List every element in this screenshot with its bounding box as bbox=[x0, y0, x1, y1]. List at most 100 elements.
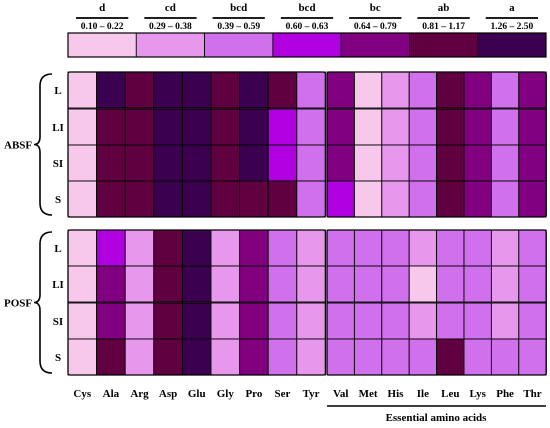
left-cell-r6-c6 bbox=[239, 302, 269, 340]
left-cell-r7-c2 bbox=[124, 338, 155, 376]
left-cell-r4-c1 bbox=[96, 229, 126, 267]
row-group-brackets: ABSF L LI SI S POSF L LI SI S bbox=[4, 73, 64, 374]
right-col-label-0: Val bbox=[333, 388, 349, 400]
row-label-1-1: LI bbox=[52, 279, 64, 291]
right-cell-r4-c4 bbox=[436, 229, 465, 267]
right-cell-r6-c0 bbox=[326, 302, 355, 340]
legend-swatch-3 bbox=[272, 32, 342, 58]
left-cell-r1-c3 bbox=[153, 108, 183, 146]
left-cell-r0-c3 bbox=[153, 71, 183, 109]
row-label-0-2: SI bbox=[53, 158, 63, 170]
left-cell-r2-c7 bbox=[267, 144, 298, 182]
left-cell-r3-c0 bbox=[67, 180, 98, 218]
right-cell-r0-c0 bbox=[326, 71, 355, 109]
right-cell-r7-c3 bbox=[408, 338, 438, 376]
left-cell-r3-c5 bbox=[210, 180, 241, 218]
left-cell-r3-c6 bbox=[239, 180, 269, 218]
right-cell-r1-c5 bbox=[463, 108, 492, 146]
heatmap-panel-right: Val Met His Ile Leu Lys Phe Thr bbox=[326, 71, 547, 400]
right-col-label-2: His bbox=[388, 388, 405, 400]
row-label-1-2: SI bbox=[53, 316, 63, 328]
left-cell-r1-c4 bbox=[181, 108, 212, 146]
left-cell-r6-c3 bbox=[153, 302, 183, 340]
right-cell-r7-c1 bbox=[353, 338, 383, 376]
left-cell-r2-c1 bbox=[96, 144, 126, 182]
left-cell-r4-c8 bbox=[296, 229, 326, 267]
right-cell-r3-c4 bbox=[436, 180, 465, 218]
right-cell-r0-c2 bbox=[381, 71, 410, 109]
essential-amino-acids-bracket: Essential amino acids bbox=[327, 405, 546, 424]
right-cell-r0-c7 bbox=[518, 71, 547, 109]
left-cell-r5-c1 bbox=[96, 265, 126, 303]
legend-letter-4: bc bbox=[370, 2, 381, 14]
left-cell-r6-c0 bbox=[67, 302, 98, 340]
left-cell-r1-c5 bbox=[210, 108, 241, 146]
right-cell-r5-c4 bbox=[436, 265, 465, 303]
right-cell-r2-c5 bbox=[463, 144, 492, 182]
left-cell-r1-c7 bbox=[267, 108, 298, 146]
left-col-label-1: Ala bbox=[103, 388, 120, 400]
legend: d 0.10 – 0.22 cd 0.29 – 0.38 bcd 0.39 – 0.59 b… bbox=[67, 2, 547, 58]
right-cell-r3-c1 bbox=[353, 180, 383, 218]
legend-letter-1: cd bbox=[165, 2, 176, 14]
row-group-label-1: POSF bbox=[4, 298, 32, 310]
right-cell-r5-c5 bbox=[463, 265, 492, 303]
row-label-1-3: S bbox=[55, 352, 61, 364]
left-cell-r3-c3 bbox=[153, 180, 183, 218]
left-cell-r5-c8 bbox=[296, 265, 326, 303]
left-cell-r4-c3 bbox=[153, 229, 183, 267]
left-cell-r7-c6 bbox=[239, 338, 269, 376]
left-cell-r7-c5 bbox=[210, 338, 241, 376]
left-cell-r2-c5 bbox=[210, 144, 241, 182]
left-col-label-4: Glu bbox=[188, 388, 206, 400]
left-cell-r0-c1 bbox=[96, 71, 126, 109]
left-cell-r3-c8 bbox=[296, 180, 326, 218]
left-cell-r0-c8 bbox=[296, 71, 326, 109]
left-cell-r0-c2 bbox=[124, 71, 155, 109]
right-cell-r7-c0 bbox=[326, 338, 355, 376]
left-cell-r3-c4 bbox=[181, 180, 212, 218]
right-col-label-3: Ile bbox=[417, 388, 429, 400]
right-col-label-5: Lys bbox=[469, 388, 486, 400]
left-cell-r1-c2 bbox=[124, 108, 155, 146]
left-cell-r3-c1 bbox=[96, 180, 126, 218]
right-cell-r2-c2 bbox=[381, 144, 410, 182]
right-cell-r6-c2 bbox=[381, 302, 410, 340]
left-col-label-0: Cys bbox=[73, 388, 91, 400]
right-cell-r4-c1 bbox=[353, 229, 383, 267]
right-col-label-6: Phe bbox=[496, 388, 514, 400]
legend-letter-5: ab bbox=[438, 2, 450, 14]
right-cell-r4-c7 bbox=[518, 229, 547, 267]
legend-range-2: 0.39 – 0.59 bbox=[217, 22, 260, 32]
right-cell-r1-c7 bbox=[518, 108, 547, 146]
right-cell-r5-c6 bbox=[490, 265, 520, 303]
right-cell-r2-c6 bbox=[490, 144, 520, 182]
right-cell-r1-c3 bbox=[408, 108, 438, 146]
right-cell-r3-c3 bbox=[408, 180, 438, 218]
left-cell-r0-c4 bbox=[181, 71, 212, 109]
legend-letter-2: bcd bbox=[230, 2, 247, 14]
right-cell-r6-c1 bbox=[353, 302, 383, 340]
left-cell-r2-c2 bbox=[124, 144, 155, 182]
right-cell-r7-c6 bbox=[490, 338, 520, 376]
left-cell-r5-c0 bbox=[67, 265, 98, 303]
right-frame-bottom bbox=[326, 229, 547, 376]
legend-swatch-2 bbox=[204, 32, 274, 58]
left-cell-r6-c1 bbox=[96, 302, 126, 340]
essential-label: Essential amino acids bbox=[386, 412, 488, 424]
right-cell-r0-c4 bbox=[436, 71, 465, 109]
left-cell-r5-c3 bbox=[153, 265, 183, 303]
left-col-label-3: Asp bbox=[159, 388, 177, 400]
left-frame-top bbox=[67, 71, 327, 218]
left-col-label-6: Pro bbox=[245, 388, 262, 400]
left-cell-r4-c4 bbox=[181, 229, 212, 267]
legend-range-4: 0.64 – 0.79 bbox=[354, 22, 397, 32]
legend-frame bbox=[67, 32, 547, 58]
right-cell-r3-c7 bbox=[518, 180, 547, 218]
row-group-bracket-0 bbox=[33, 73, 53, 216]
right-cell-r2-c3 bbox=[408, 144, 438, 182]
right-cell-r6-c3 bbox=[408, 302, 438, 340]
right-cell-r4-c6 bbox=[490, 229, 520, 267]
right-cell-r3-c2 bbox=[381, 180, 410, 218]
left-cell-r4-c6 bbox=[239, 229, 269, 267]
